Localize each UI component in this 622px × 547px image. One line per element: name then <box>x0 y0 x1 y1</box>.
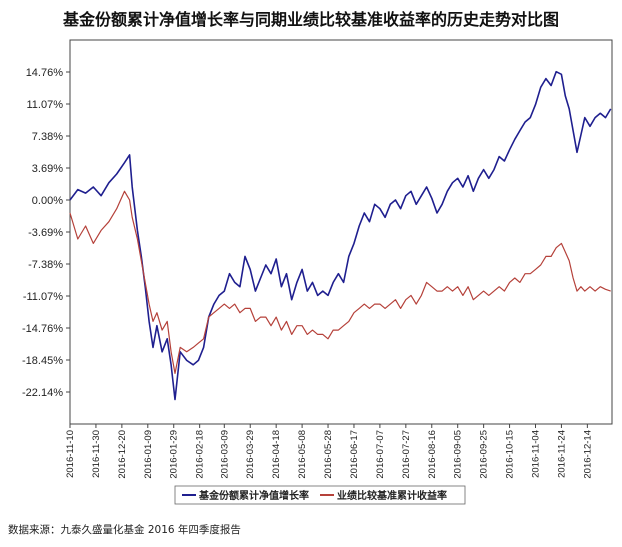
x-tick-label: 2016-11-04 <box>530 430 541 478</box>
x-tick-label: 2016-05-28 <box>323 430 334 479</box>
x-tick-label: 2016-09-25 <box>479 430 490 479</box>
source-note: 数据来源：九泰久盛量化基金 2016 年四季度报告 <box>8 523 241 536</box>
x-tick-label: 2016-03-09 <box>219 430 230 479</box>
x-tick-label: 2016-02-18 <box>195 430 206 479</box>
benchmark-return-line <box>69 190 611 374</box>
series-layer <box>69 70 612 401</box>
fund-nav-growth-line <box>69 70 612 401</box>
y-tick-label: 14.76% <box>26 67 64 79</box>
x-tick-label: 2016-11-24 <box>556 430 567 478</box>
y-tick-label: -18.45% <box>22 355 63 367</box>
x-tick-label: 2016-06-17 <box>349 430 360 479</box>
x-tick-label: 2016-04-18 <box>271 430 282 479</box>
x-tick-label: 2016-12-14 <box>582 430 593 479</box>
y-tick-label: 7.38% <box>32 131 63 143</box>
x-tick-label: 2016-03-29 <box>245 430 256 479</box>
y-tick-label: -7.38% <box>28 259 63 271</box>
legend: 基金份额累计净值增长率 业绩比较基准累计收益率 <box>174 485 466 505</box>
x-tick-label: 2016-12-20 <box>117 430 128 479</box>
legend-label-fund: 基金份额累计净值增长率 <box>198 489 309 502</box>
x-axis: 2016-11-10 2016-11-30 2016-12-20 2016-01-09… <box>65 424 593 479</box>
y-tick-label: -11.07% <box>23 291 63 303</box>
x-tick-label: 2016-01-29 <box>169 430 180 479</box>
x-tick-label: 2016-01-09 <box>143 430 154 479</box>
plot-area <box>69 39 613 425</box>
x-tick-label: 2016-10-15 <box>505 430 516 479</box>
x-tick-label: 2016-09-05 <box>453 430 464 479</box>
chart-title: 基金份额累计净值增长率与同期业绩比较基准收益率的历史走势对比图 <box>62 10 559 29</box>
y-tick-label: 3.69% <box>32 163 63 175</box>
x-tick-label: 2016-07-07 <box>375 430 386 479</box>
y-tick-label: -22.14% <box>22 387 63 399</box>
y-tick-label: -14.76% <box>22 323 63 335</box>
y-tick-label: 0.00% <box>32 195 63 207</box>
y-tick-label: 11.07% <box>27 99 64 111</box>
y-axis: 14.76% 11.07% 7.38% 3.69% 0.00% -3.69% -7.38% -… <box>22 67 70 399</box>
y-tick-label: -3.69% <box>28 227 63 239</box>
x-tick-label: 2016-07-27 <box>401 430 412 479</box>
x-tick-label: 2016-08-16 <box>427 430 438 479</box>
legend-label-benchmark: 业绩比较基准累计收益率 <box>337 489 447 502</box>
x-tick-label: 2016-05-08 <box>297 430 308 479</box>
x-tick-label: 2016-11-10 <box>65 430 76 478</box>
x-tick-label: 2016-11-30 <box>91 430 102 478</box>
